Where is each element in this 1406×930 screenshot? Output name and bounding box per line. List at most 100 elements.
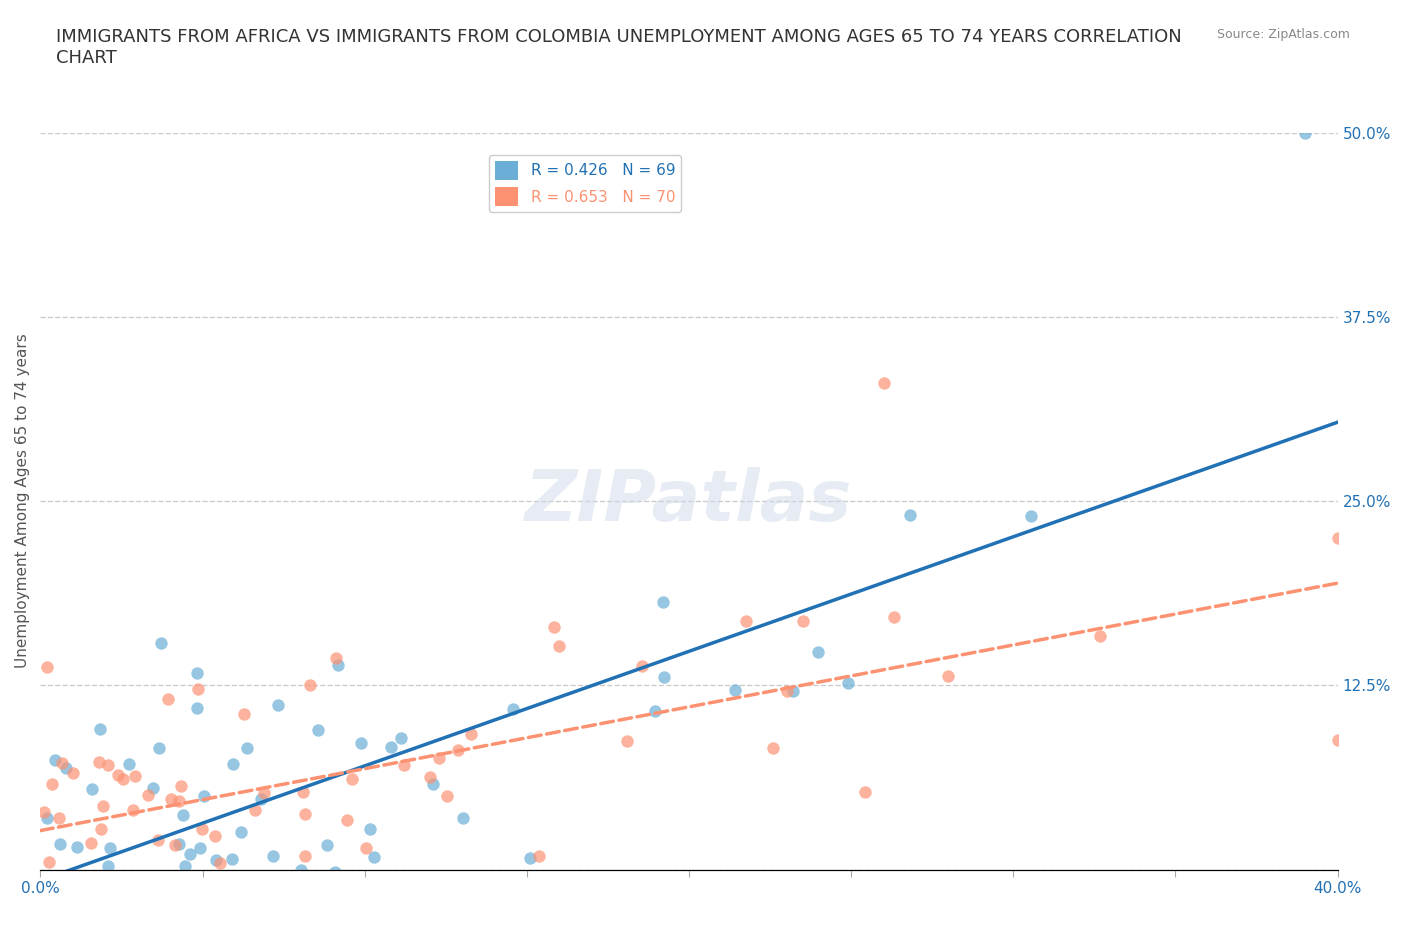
Point	[872, 376, 894, 391]
Point	[898, 508, 921, 523]
Point	[250, 791, 273, 806]
Point	[290, 877, 312, 892]
Point	[188, 841, 211, 856]
Point	[186, 666, 208, 681]
Point	[354, 840, 377, 855]
Point	[80, 836, 103, 851]
Point	[153, 877, 176, 892]
Point	[232, 707, 254, 722]
Point	[167, 794, 190, 809]
Text: ZIPatlas: ZIPatlas	[526, 467, 852, 536]
Legend: R = 0.426   N = 69, R = 0.653   N = 70: R = 0.426 N = 69, R = 0.653 N = 70	[489, 155, 682, 212]
Point	[141, 870, 163, 884]
Point	[160, 792, 183, 807]
Y-axis label: Unemployment Among Ages 65 to 74 years: Unemployment Among Ages 65 to 74 years	[15, 334, 30, 669]
Point	[339, 873, 361, 888]
Point	[1326, 733, 1348, 748]
Point	[294, 806, 316, 821]
Point	[502, 701, 524, 716]
Point	[222, 757, 245, 772]
Point	[782, 684, 804, 698]
Point	[146, 832, 169, 847]
Point	[90, 822, 112, 837]
Point	[122, 803, 145, 817]
Point	[245, 803, 267, 817]
Point	[221, 871, 243, 886]
Point	[66, 870, 89, 885]
Point	[336, 813, 359, 828]
Point	[127, 877, 149, 892]
Point	[853, 785, 876, 800]
Point	[527, 848, 550, 863]
Point	[97, 858, 120, 873]
Point	[112, 877, 135, 892]
Point	[229, 825, 252, 840]
Point	[447, 742, 470, 757]
Point	[304, 877, 326, 892]
Point	[221, 852, 243, 867]
Point	[389, 731, 412, 746]
Point	[167, 877, 190, 892]
Point	[1019, 509, 1042, 524]
Point	[936, 669, 959, 684]
Point	[1088, 629, 1111, 644]
Point	[44, 752, 66, 767]
Point	[97, 758, 120, 773]
Point	[299, 678, 322, 693]
Point	[350, 736, 373, 751]
Point	[136, 788, 159, 803]
Point	[204, 853, 226, 868]
Point	[142, 780, 165, 795]
Point	[148, 740, 170, 755]
Point	[110, 877, 132, 892]
Point	[173, 858, 195, 873]
Point	[235, 741, 257, 756]
Point	[169, 836, 191, 851]
Point	[807, 644, 830, 659]
Point	[262, 848, 284, 863]
Point	[356, 876, 378, 891]
Text: IMMIGRANTS FROM AFRICA VS IMMIGRANTS FROM COLOMBIA UNEMPLOYMENT AMONG AGES 65 TO: IMMIGRANTS FROM AFRICA VS IMMIGRANTS FRO…	[56, 28, 1182, 67]
Point	[307, 723, 329, 737]
Point	[409, 873, 432, 888]
Point	[186, 700, 208, 715]
Point	[179, 846, 201, 861]
Point	[267, 698, 290, 712]
Point	[363, 849, 385, 864]
Text: Source: ZipAtlas.com: Source: ZipAtlas.com	[1216, 28, 1350, 41]
Point	[170, 778, 193, 793]
Point	[631, 659, 654, 674]
Point	[543, 619, 565, 634]
Point	[359, 822, 381, 837]
Point	[98, 840, 121, 855]
Point	[76, 877, 98, 892]
Point	[734, 614, 756, 629]
Point	[32, 804, 55, 819]
Point	[776, 684, 799, 698]
Point	[91, 877, 114, 892]
Point	[55, 761, 77, 776]
Point	[547, 638, 569, 653]
Point	[208, 856, 231, 870]
Point	[792, 614, 814, 629]
Point	[38, 855, 60, 870]
Point	[58, 877, 80, 892]
Point	[837, 676, 859, 691]
Point	[292, 785, 315, 800]
Point	[644, 704, 666, 719]
Point	[762, 740, 785, 755]
Point	[172, 807, 194, 822]
Point	[30, 877, 52, 892]
Point	[209, 877, 232, 892]
Point	[422, 777, 444, 792]
Point	[325, 865, 347, 880]
Point	[117, 757, 139, 772]
Point	[46, 877, 69, 892]
Point	[197, 877, 219, 892]
Point	[451, 810, 474, 825]
Point	[724, 683, 747, 698]
Point	[294, 848, 316, 863]
Point	[66, 840, 89, 855]
Point	[111, 772, 134, 787]
Point	[51, 755, 73, 770]
